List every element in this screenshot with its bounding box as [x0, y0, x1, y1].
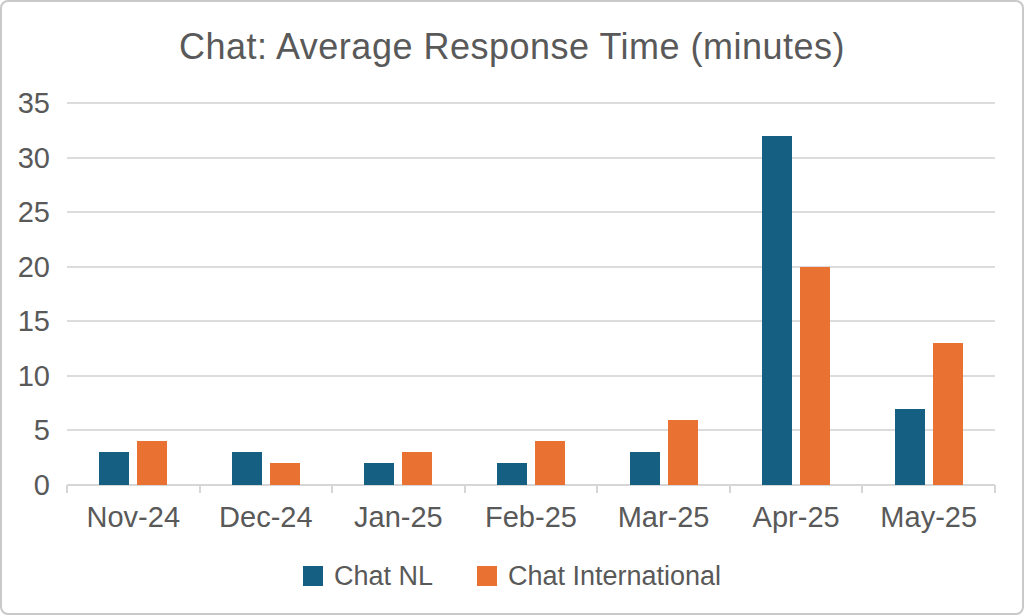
gridline: [67, 102, 995, 104]
y-axis-tick-label: 30: [6, 142, 50, 174]
bar-chat-international: [668, 420, 698, 485]
chart-card: Chat: Average Response Time (minutes) Ch…: [0, 0, 1024, 615]
x-axis-tick-mark: [596, 485, 598, 493]
bar-chat-nl: [630, 452, 660, 485]
x-axis-category-label: Jan-25: [332, 501, 465, 534]
x-axis-category-label: May-25: [862, 501, 995, 534]
chart-title: Chat: Average Response Time (minutes): [2, 26, 1022, 68]
chart-legend: Chat NL Chat International: [2, 558, 1022, 594]
x-axis-category-label: Feb-25: [465, 501, 598, 534]
bar-chat-international: [402, 452, 432, 485]
gridline: [67, 157, 995, 159]
x-axis-line: [67, 484, 995, 486]
x-axis-tick-mark: [199, 485, 201, 493]
legend-item: Chat NL: [303, 561, 433, 592]
x-axis-tick-mark: [729, 485, 731, 493]
gridline: [67, 429, 995, 431]
legend-label: Chat International: [508, 561, 721, 592]
legend-item: Chat International: [477, 561, 721, 592]
x-axis-tick-mark: [331, 485, 333, 493]
bar-chat-nl: [895, 409, 925, 485]
x-axis-category-label: Apr-25: [730, 501, 863, 534]
y-axis-tick-label: 0: [6, 469, 50, 501]
y-axis-tick-label: 10: [6, 360, 50, 392]
gridline: [67, 375, 995, 377]
bar-chat-international: [535, 441, 565, 485]
bar-chat-international: [800, 267, 830, 485]
bar-chat-international: [270, 463, 300, 485]
x-axis-category-label: Dec-24: [200, 501, 333, 534]
bar-chat-international: [137, 441, 167, 485]
y-axis-tick-label: 35: [6, 87, 50, 119]
x-axis-tick-mark: [464, 485, 466, 493]
y-axis-tick-label: 20: [6, 251, 50, 283]
x-axis-category-label: Mar-25: [597, 501, 730, 534]
legend-swatch-chat-international: [477, 566, 497, 586]
x-axis-tick-mark: [861, 485, 863, 493]
y-axis-tick-label: 25: [6, 196, 50, 228]
x-axis-tick-mark: [994, 485, 996, 493]
bar-chat-nl: [232, 452, 262, 485]
gridline: [67, 320, 995, 322]
x-axis-tick-mark: [66, 485, 68, 493]
gridline: [67, 211, 995, 213]
bar-chat-nl: [497, 463, 527, 485]
bar-chat-nl: [99, 452, 129, 485]
x-axis-category-label: Nov-24: [67, 501, 200, 534]
plot-area: [67, 103, 995, 485]
y-axis-tick-label: 5: [6, 414, 50, 446]
bar-chat-international: [933, 343, 963, 485]
bar-chat-nl: [364, 463, 394, 485]
y-axis-tick-label: 15: [6, 305, 50, 337]
bar-chat-nl: [762, 136, 792, 485]
legend-swatch-chat-nl: [303, 566, 323, 586]
legend-label: Chat NL: [334, 561, 433, 592]
gridline: [67, 266, 995, 268]
